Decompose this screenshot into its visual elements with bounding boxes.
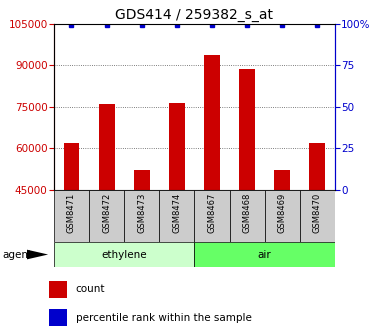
- Bar: [194, 190, 229, 242]
- Text: ethylene: ethylene: [101, 250, 147, 259]
- Bar: [229, 190, 265, 242]
- Text: GSM8467: GSM8467: [208, 193, 216, 234]
- Bar: [159, 190, 194, 242]
- Text: GSM8468: GSM8468: [243, 193, 252, 234]
- Bar: [310, 143, 325, 190]
- Text: GSM8469: GSM8469: [278, 193, 287, 234]
- Bar: [300, 190, 335, 242]
- Bar: [89, 190, 124, 242]
- Bar: [204, 55, 220, 190]
- Text: GSM8471: GSM8471: [67, 193, 76, 234]
- Bar: [134, 170, 150, 190]
- Text: agent: agent: [2, 250, 32, 259]
- Bar: [54, 242, 194, 267]
- Text: GSM8473: GSM8473: [137, 193, 146, 234]
- Text: percentile rank within the sample: percentile rank within the sample: [75, 313, 251, 323]
- Bar: [49, 309, 67, 326]
- Text: count: count: [75, 284, 105, 294]
- Text: GSM8470: GSM8470: [313, 193, 322, 234]
- Bar: [169, 102, 185, 190]
- Polygon shape: [27, 250, 48, 259]
- Bar: [239, 69, 255, 190]
- Bar: [275, 170, 290, 190]
- Bar: [54, 190, 89, 242]
- Text: GSM8474: GSM8474: [172, 193, 181, 234]
- Bar: [124, 190, 159, 242]
- Text: air: air: [258, 250, 271, 259]
- Text: GSM8472: GSM8472: [102, 193, 111, 234]
- Bar: [264, 190, 300, 242]
- Title: GDS414 / 259382_s_at: GDS414 / 259382_s_at: [116, 8, 273, 23]
- Bar: [49, 281, 67, 298]
- Bar: [194, 242, 335, 267]
- Bar: [99, 104, 114, 190]
- Bar: [64, 143, 79, 190]
